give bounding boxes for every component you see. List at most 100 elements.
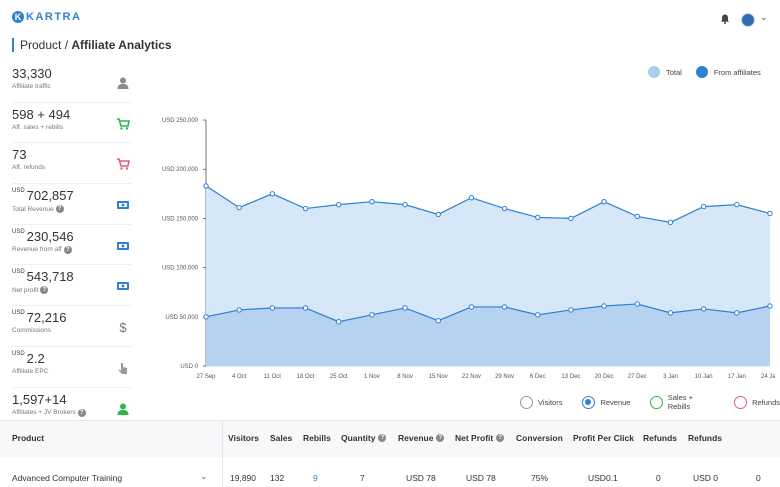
column-header[interactable]: Visitors (228, 433, 259, 443)
metric-toggles: Visitors Revenue Sales + Rebills Refunds (520, 393, 780, 411)
table-cell[interactable]: 9 (313, 473, 318, 483)
help-icon[interactable]: ? (63, 245, 72, 254)
user-icon (117, 77, 129, 89)
logo-mark: K (12, 11, 24, 23)
stat-number: 2.2 (26, 350, 45, 366)
column-header[interactable]: Revenue? (398, 433, 445, 443)
data-point (336, 201, 342, 208)
x-tick-label: 15 Nov (429, 374, 448, 380)
toggle-refunds[interactable]: Refunds (734, 393, 780, 411)
legend-aff-dot (695, 66, 708, 78)
money-icon (117, 282, 129, 291)
toggle-label: Revenue (600, 397, 631, 407)
table-cell: 0 (656, 473, 661, 483)
table-cell: USD 0 (693, 473, 719, 483)
toggle-label: Visitors (538, 397, 563, 407)
column-header[interactable]: Quantity? (341, 433, 387, 443)
stat-label: Aff. sales + rebills (12, 124, 63, 131)
stat-card: USD 72,216 Commissions $ (12, 306, 132, 347)
stat-currency: USD (12, 310, 25, 317)
column-header[interactable]: Refunds (643, 433, 677, 443)
x-tick-label: 27 Sep (196, 374, 216, 380)
help-icon[interactable]: ? (496, 434, 505, 442)
column-header-label: Refunds (643, 433, 677, 443)
chevron-down-icon[interactable]: ⌄ (760, 12, 768, 22)
column-header[interactable]: Refunds (688, 433, 722, 443)
data-point (568, 215, 574, 222)
product-table: Product Visitors Sales Rebills Quantity? Reve… (0, 420, 780, 487)
data-point (203, 314, 209, 320)
stat-number: 73 (12, 147, 27, 163)
table-cell: 19,890 (230, 473, 256, 483)
column-header-label: Visitors (228, 433, 260, 443)
x-tick-label: 11 Oct (264, 374, 282, 380)
toggle-revenue[interactable]: Revenue (582, 393, 630, 411)
stat-label-text: Affiliate traffic (12, 83, 51, 90)
toggle-sales-rebills[interactable]: Sales + Rebills (650, 393, 714, 411)
radio-icon[interactable] (650, 395, 663, 409)
column-header-label: Revenue (398, 433, 434, 443)
data-point (501, 304, 508, 310)
help-icon[interactable]: ? (436, 434, 445, 442)
data-point (667, 219, 674, 226)
avatar[interactable] (741, 13, 755, 27)
help-icon[interactable]: ? (55, 205, 64, 214)
column-header[interactable]: Profit Per Click (573, 433, 634, 443)
product-name[interactable]: Advanced Computer Training (12, 473, 123, 483)
chart-legend: Total From affiliates (648, 66, 761, 78)
x-tick-label: 17 Jan (728, 374, 746, 380)
table-cell: USD 78 (466, 473, 496, 483)
data-point (767, 303, 773, 309)
expand-row-icon[interactable]: ⌄ (200, 471, 208, 481)
data-point (734, 310, 740, 316)
legend-total-label: Total (666, 67, 682, 77)
table-cell: USD0.1 (588, 473, 618, 483)
data-point (700, 306, 707, 312)
series-area-from-affiliates (206, 304, 770, 366)
table-header (0, 421, 780, 457)
column-header[interactable]: Net Profit? (455, 433, 505, 443)
column-header[interactable]: Conversion (516, 433, 563, 443)
stat-label-text: Aff. sales + rebills (12, 123, 64, 131)
kartra-logo[interactable]: K KARTRA (12, 11, 81, 23)
column-header[interactable]: Rebills (303, 433, 331, 443)
radio-icon[interactable] (582, 395, 596, 409)
help-icon[interactable]: ? (77, 408, 86, 417)
data-point (269, 305, 276, 311)
radio-icon[interactable] (520, 395, 533, 409)
breadcrumb: Product / Affiliate Analytics (12, 38, 172, 52)
breadcrumb-parent[interactable]: Product / (20, 38, 72, 52)
help-icon[interactable]: ? (40, 286, 49, 295)
radio-icon[interactable] (734, 395, 748, 409)
x-tick-label: 20 Dec (595, 374, 614, 380)
data-point (236, 204, 242, 211)
stat-label-text: Revenue from aff (12, 246, 62, 254)
y-tick-label: USD 50,000 (165, 315, 198, 321)
column-header[interactable]: Product (12, 433, 44, 443)
legend-total[interactable]: Total (648, 66, 682, 78)
legend-from-affiliates[interactable]: From affiliates (695, 66, 761, 78)
stats-panel: 33,330 Affiliate traffic 598 + 494 Aff. sal… (12, 62, 132, 429)
x-tick-label: 25 Oct (330, 374, 348, 380)
toggle-label: Sales + Rebills (667, 393, 693, 411)
column-header-label: Rebills (303, 433, 331, 443)
stat-label-text: Affiliates + JV Brokers (12, 409, 76, 416)
stat-label-text: Net profit (12, 286, 39, 294)
stat-value: USD 702,857 (12, 188, 74, 203)
y-tick-label: USD 0 (180, 364, 198, 370)
column-header[interactable]: Sales (270, 433, 292, 443)
x-tick-label: 6 Dec (530, 374, 546, 380)
stat-value: USD 2.2 (12, 351, 45, 366)
stat-label: Revenue from aff? (12, 245, 72, 254)
table-cell: 7 (360, 473, 365, 483)
help-icon[interactable]: ? (378, 434, 387, 442)
stat-currency: USD (12, 350, 25, 357)
bell-icon[interactable] (720, 14, 730, 24)
table-cell: USD 78 (406, 473, 436, 483)
toggle-visitors[interactable]: Visitors (520, 393, 562, 411)
x-tick-label: 27 Dec (628, 374, 647, 380)
stat-number: 33,330 (12, 66, 52, 81)
data-point (369, 198, 375, 205)
stat-label-text: Total Revenue (12, 205, 54, 213)
y-tick-label: USD 250,000 (162, 118, 199, 124)
